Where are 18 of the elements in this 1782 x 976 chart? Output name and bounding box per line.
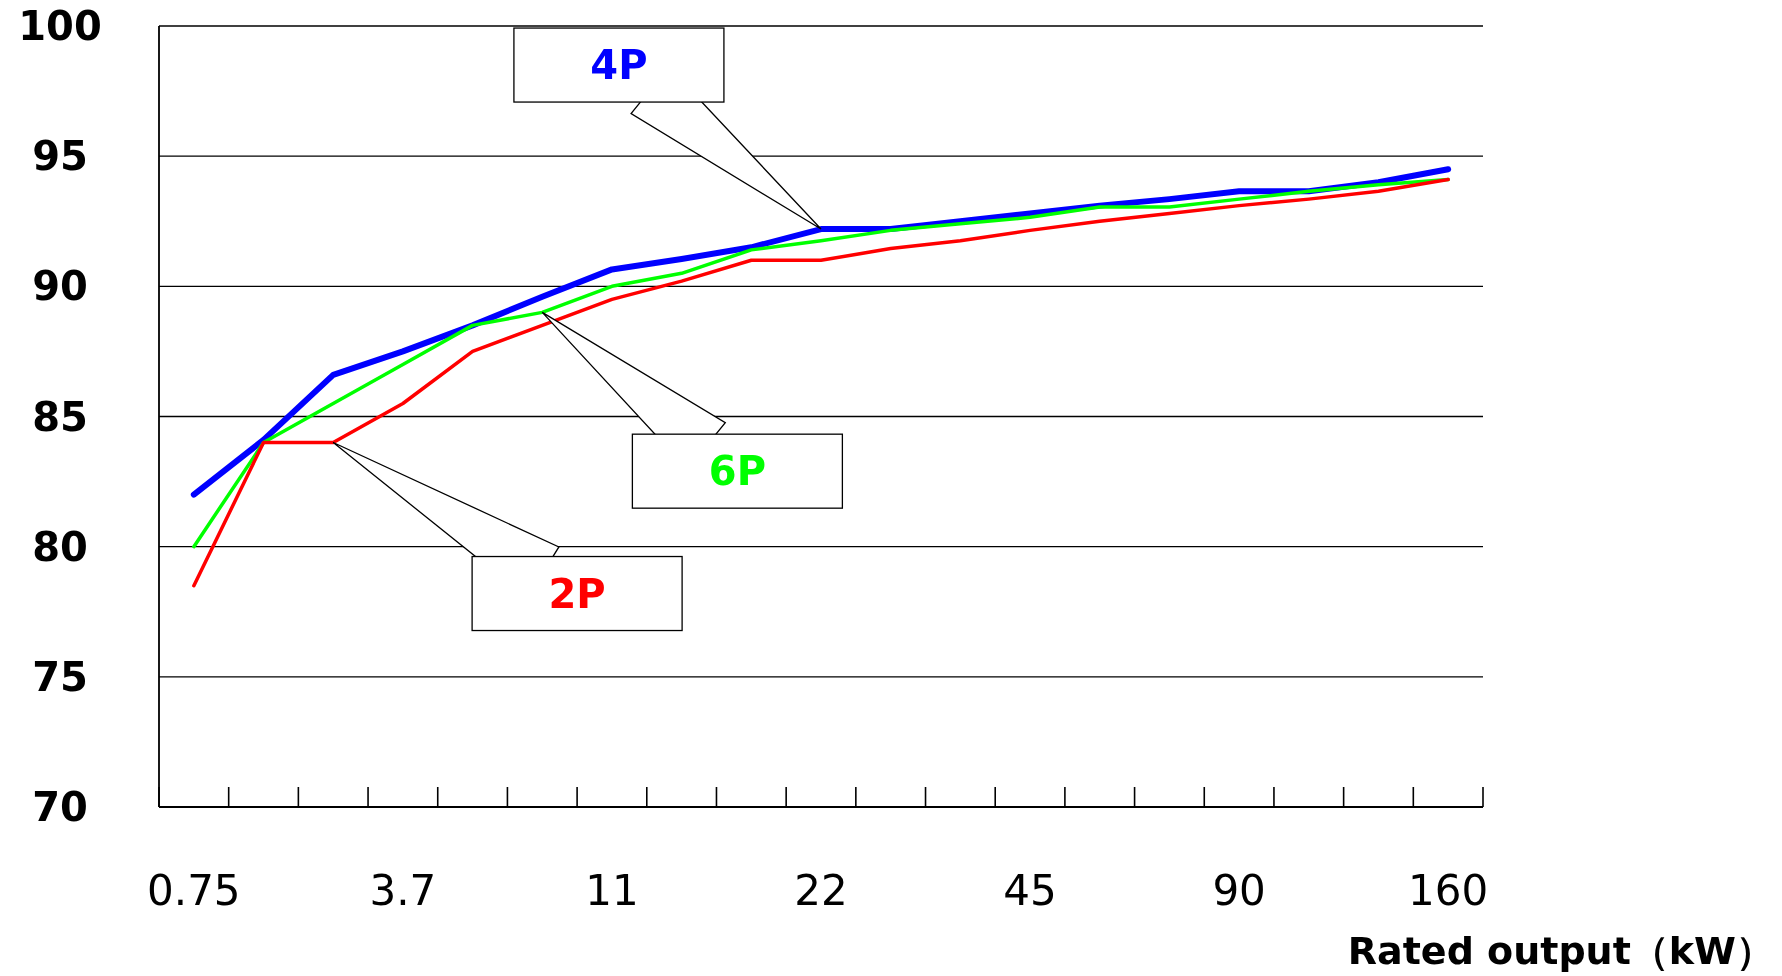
x-tick-label: 160: [1408, 866, 1489, 915]
x-tick-label: 22: [794, 866, 848, 915]
y-tick-label: 70: [32, 784, 88, 830]
text: 6P: [708, 448, 766, 495]
x-tick-label: 90: [1212, 866, 1266, 915]
y-tick-label: 75: [32, 653, 88, 700]
y-tick-label: 95: [32, 133, 88, 180]
text: 2P: [548, 570, 606, 617]
y-tick-label: 100: [18, 3, 102, 49]
x-tick-label: 0.75: [147, 866, 241, 915]
y-tick-label: 85: [32, 393, 88, 440]
y-tick-label: 90: [32, 263, 88, 310]
x-tick-label: 45: [1003, 866, 1057, 915]
text: 4P: [590, 42, 648, 89]
x-axis-title: Rated output（kW）: [1347, 929, 1774, 973]
y-tick-label: 80: [32, 523, 88, 570]
x-tick-label: 3.7: [369, 866, 437, 915]
x-tick-label: 11: [585, 866, 639, 915]
